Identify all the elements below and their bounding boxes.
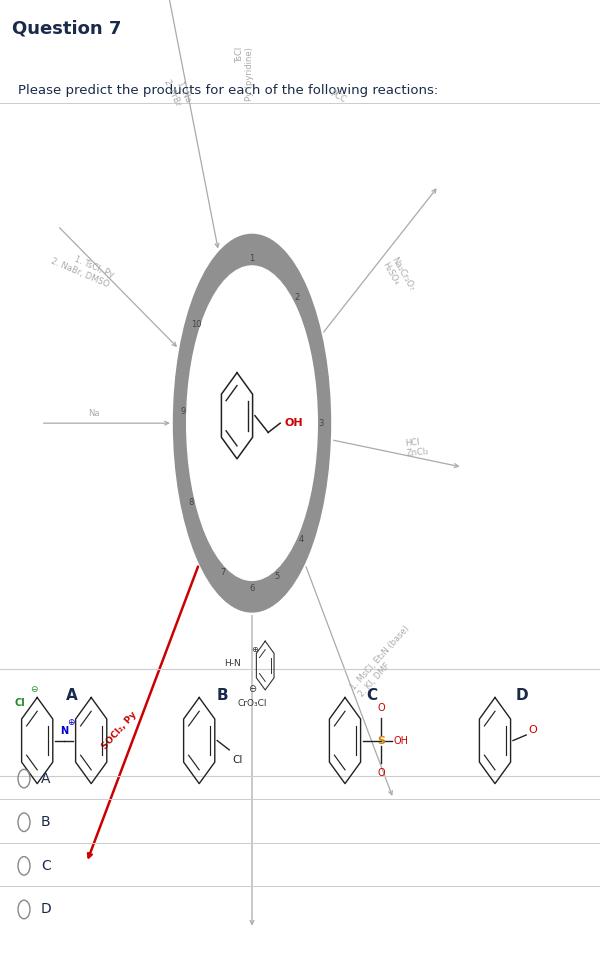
Text: S: S — [377, 736, 385, 746]
Text: ⊕: ⊕ — [251, 646, 258, 655]
Text: 1: 1 — [250, 254, 254, 263]
Text: PCC: PCC — [328, 88, 347, 105]
Text: HCl
ZnCl₂: HCl ZnCl₂ — [405, 437, 429, 459]
Text: 1. Na
2. PrBr: 1. Na 2. PrBr — [163, 74, 192, 108]
Text: 6: 6 — [250, 584, 254, 593]
Text: O: O — [529, 725, 538, 735]
Text: B: B — [216, 688, 228, 703]
Text: 4: 4 — [298, 535, 304, 544]
Text: 2: 2 — [294, 293, 299, 302]
Text: Na: Na — [88, 410, 100, 418]
Text: D: D — [41, 903, 52, 916]
Text: TsCl
Py (pyridine): TsCl Py (pyridine) — [235, 47, 254, 101]
Text: OH: OH — [393, 736, 408, 746]
Text: N: N — [60, 726, 68, 736]
Text: B: B — [41, 815, 50, 829]
Text: SOCl₂, Py: SOCl₂, Py — [101, 710, 139, 752]
Text: Na₂Cr₂O₇
H₂SO₄: Na₂Cr₂O₇ H₂SO₄ — [381, 255, 416, 297]
Text: 5: 5 — [275, 572, 280, 581]
Text: Cl: Cl — [232, 756, 242, 765]
Ellipse shape — [186, 266, 318, 581]
Text: 10: 10 — [191, 320, 202, 329]
Text: 7: 7 — [220, 568, 226, 577]
Text: H-N: H-N — [224, 660, 241, 668]
Text: ⊖: ⊖ — [248, 684, 256, 694]
Text: Please predict the products for each of the following reactions:: Please predict the products for each of … — [18, 84, 438, 97]
Text: A: A — [66, 688, 78, 703]
Text: CrO₃Cl: CrO₃Cl — [237, 699, 267, 709]
Text: 1. TsCl, Py
2. NaBr, DMSO: 1. TsCl, Py 2. NaBr, DMSO — [50, 247, 115, 289]
Text: OH: OH — [284, 418, 303, 428]
Text: ⊖: ⊖ — [30, 685, 37, 694]
Ellipse shape — [173, 233, 331, 612]
Text: A: A — [41, 771, 50, 786]
Text: 3: 3 — [318, 418, 323, 427]
Text: ⊕: ⊕ — [68, 717, 75, 726]
Text: Cl: Cl — [14, 699, 25, 709]
Text: 8: 8 — [189, 498, 194, 507]
Text: D: D — [515, 688, 529, 703]
Text: O: O — [377, 768, 385, 778]
Text: 9: 9 — [181, 407, 186, 416]
Text: C: C — [41, 858, 50, 873]
Text: Question 7: Question 7 — [12, 20, 121, 37]
Text: C: C — [367, 688, 377, 703]
Text: 1. MsCl, Et₂N (base)
2. KI, DMF: 1. MsCl, Et₂N (base) 2. KI, DMF — [349, 624, 419, 699]
Text: O: O — [377, 703, 385, 712]
